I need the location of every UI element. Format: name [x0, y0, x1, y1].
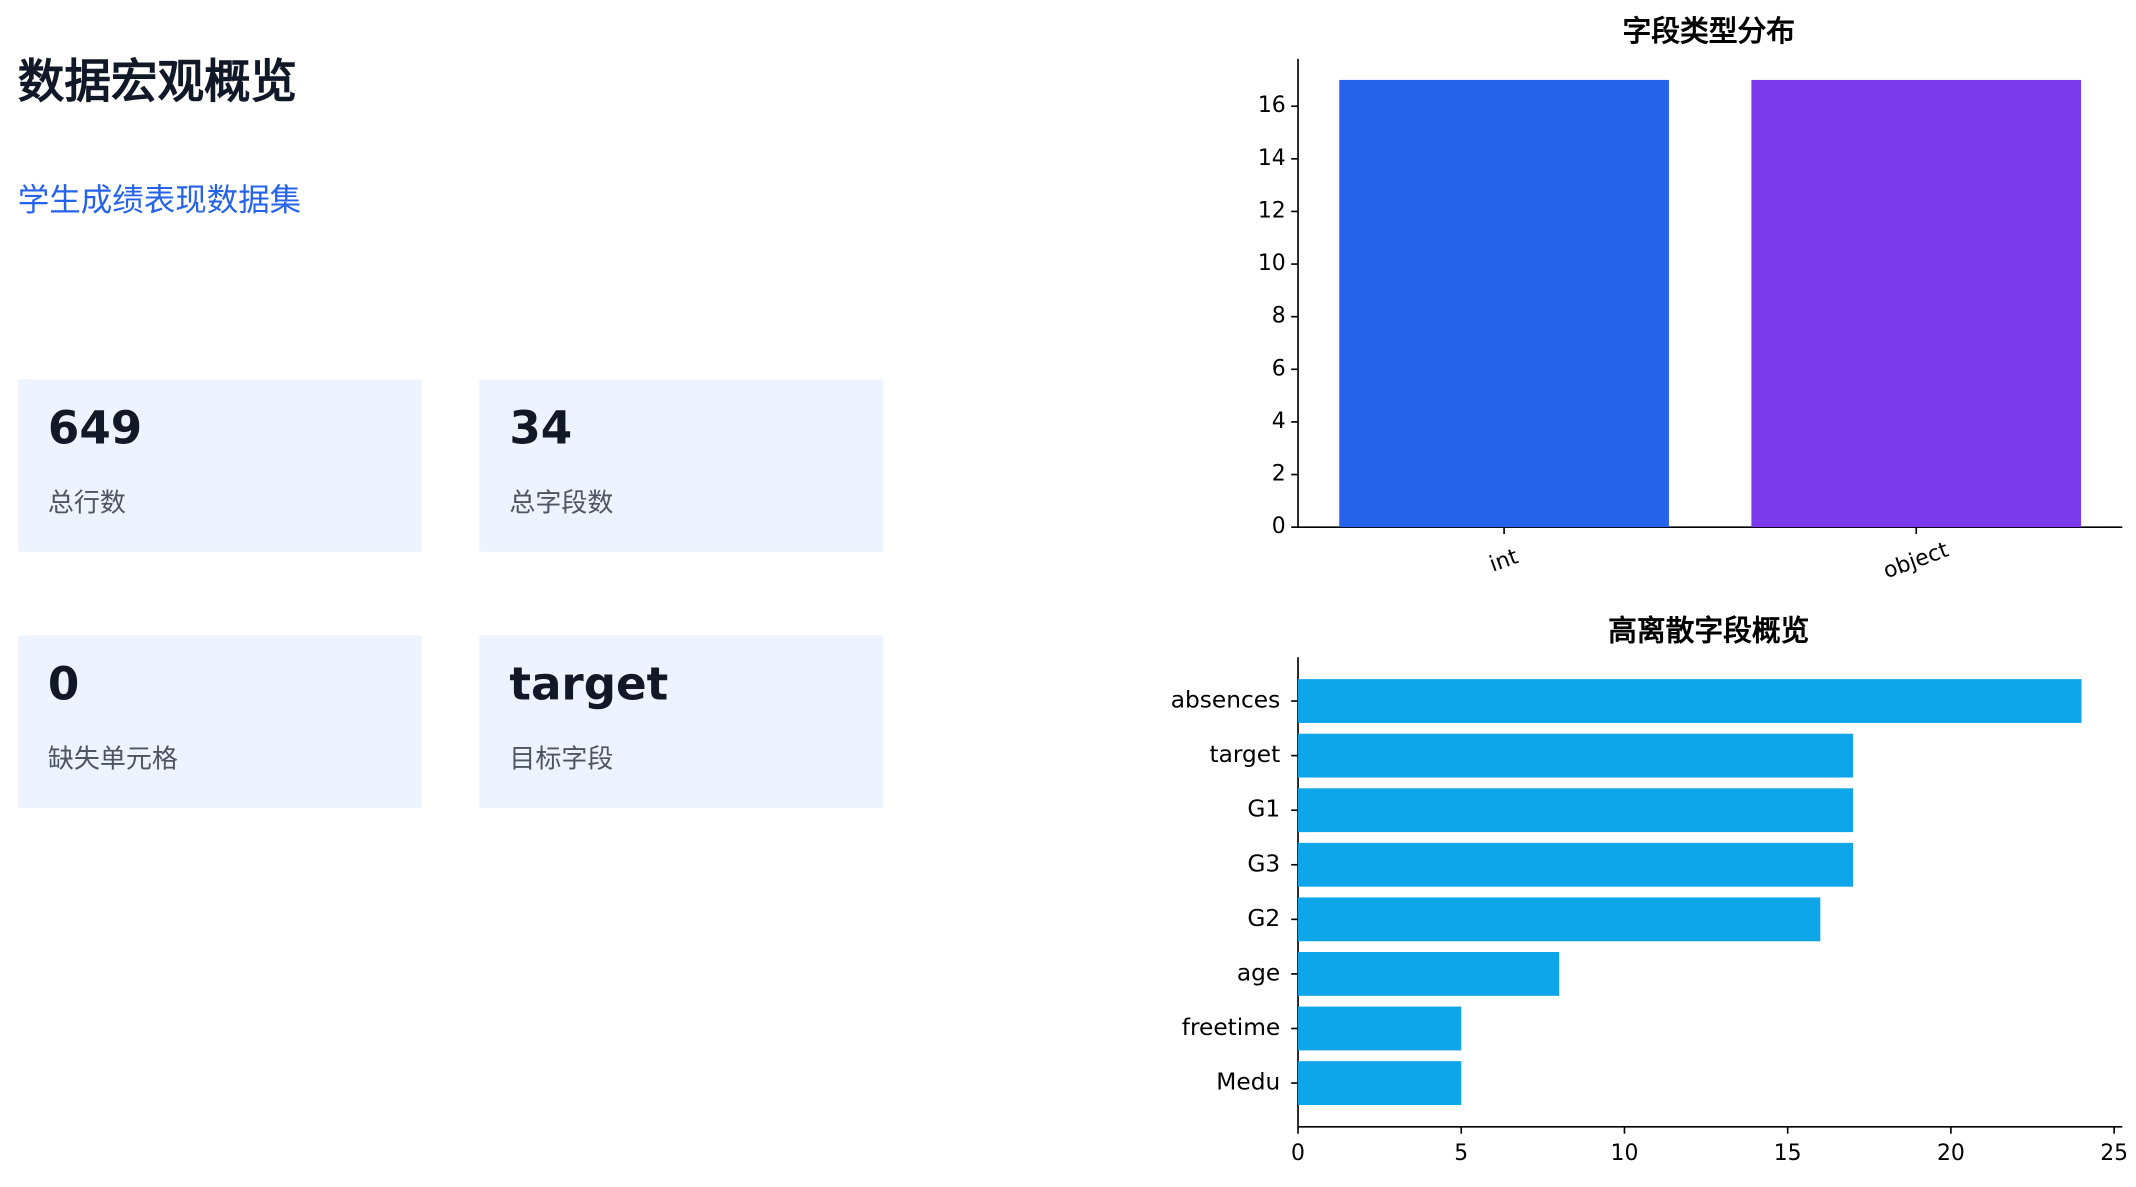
y-tick-label: 0: [1272, 514, 1286, 539]
chart-title: 字段类型分布: [1623, 14, 1795, 48]
stat-card: target 目标字段: [479, 635, 884, 808]
y-tick-label: age: [1237, 959, 1280, 986]
y-tick-label: freetime: [1182, 1014, 1280, 1041]
card-background: [17, 379, 422, 552]
card-background: [479, 379, 884, 552]
bar: [1298, 897, 1821, 942]
cards: 649 总行数 34 总字段数 0 缺失单元格 target 目标字段: [17, 379, 884, 808]
y-tick-label: 6: [1272, 356, 1286, 381]
bar: [1298, 788, 1853, 833]
x-tick-label: int: [1486, 544, 1522, 577]
y-tick-label: absences: [1171, 687, 1280, 714]
chart-title: 高离散字段概览: [1608, 614, 1809, 648]
x-tick-label: object: [1880, 537, 1952, 584]
stat-card: 0 缺失单元格: [17, 635, 422, 808]
y-tick-label: G3: [1247, 850, 1280, 877]
y-tick-label: Medu: [1216, 1069, 1280, 1096]
card-label: 目标字段: [509, 744, 613, 774]
page-subtitle: 学生成绩表现数据集: [18, 182, 301, 218]
x-tick-label: 15: [1774, 1141, 1802, 1166]
y-tick-label: 12: [1258, 198, 1286, 223]
y-tick-label: target: [1209, 741, 1280, 768]
card-label: 总行数: [48, 488, 126, 518]
bar: [1751, 79, 2082, 528]
x-tick-label: 20: [1937, 1141, 1965, 1166]
y-tick-label: 14: [1258, 146, 1286, 171]
stat-card: 34 总字段数: [479, 379, 884, 552]
x-tick-label: 25: [2100, 1141, 2128, 1166]
y-tick-label: 2: [1272, 462, 1286, 487]
card-value: 0: [48, 657, 79, 710]
y-tick-label: 4: [1272, 409, 1286, 434]
bar: [1298, 952, 1560, 996]
card-background: [479, 635, 884, 808]
bar: [1339, 79, 1669, 528]
y-tick-label: 8: [1272, 304, 1286, 329]
card-value: 34: [509, 401, 572, 454]
card-value: 649: [48, 401, 142, 454]
bar: [1298, 842, 1853, 887]
y-tick-label: G1: [1247, 796, 1280, 823]
x-tick-label: 5: [1454, 1141, 1468, 1166]
card-label: 缺失单元格: [48, 744, 178, 774]
charts: 字段类型分布 0 2 4 6 8 10 12 14 16 int object 高离散字段概览 0 5 10 1…: [1171, 14, 2128, 1166]
x-tick-label: 0: [1291, 1141, 1305, 1166]
bar: [1298, 1061, 1462, 1105]
page-title: 数据宏观概览: [18, 54, 297, 108]
bar: [1298, 733, 1853, 778]
card-background: [17, 635, 422, 808]
y-tick-label: 16: [1258, 93, 1286, 118]
x-tick-label: 10: [1611, 1141, 1639, 1166]
bar: [1298, 1006, 1462, 1051]
bar: [1298, 679, 2082, 723]
y-tick-label: 10: [1258, 251, 1286, 276]
stat-card: 649 总行数: [17, 379, 422, 552]
y-tick-label: G2: [1247, 905, 1280, 932]
card-value: target: [509, 657, 668, 710]
card-label: 总字段数: [509, 488, 613, 518]
